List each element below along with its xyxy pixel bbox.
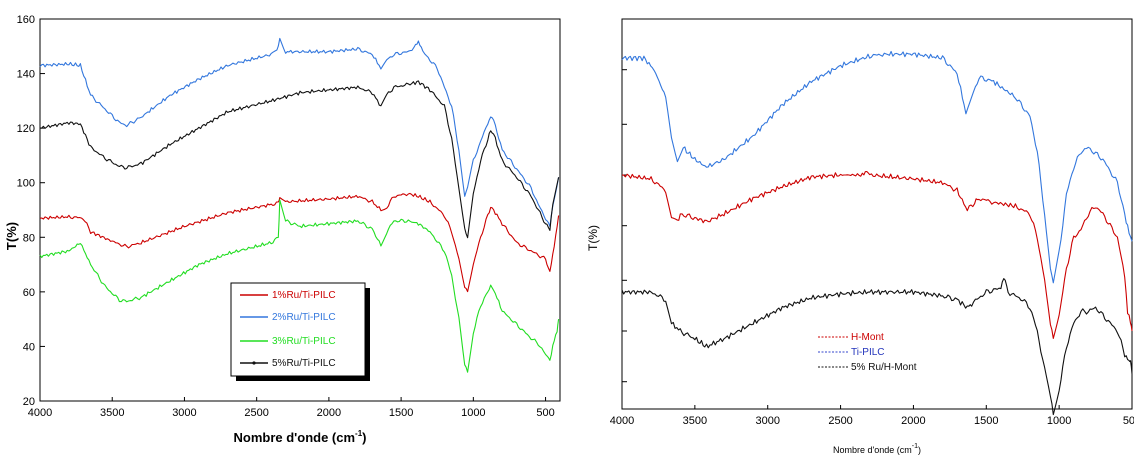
right-x-tick-label: 4000	[610, 415, 634, 427]
left-x-tick-label: 2000	[317, 407, 341, 419]
left-y-tick-label: 140	[17, 69, 35, 81]
left-series-2-line	[39, 37, 560, 227]
left-x-axis-label-close: )	[362, 430, 366, 445]
right-x-tick-label: 500	[1123, 415, 1134, 427]
left-legend-box	[230, 282, 366, 377]
left-plot-frame	[39, 18, 561, 402]
right-x-tick-label: 3000	[755, 415, 779, 427]
left-y-axis-label: T(%)	[4, 222, 19, 250]
left-series-4-line	[40, 80, 560, 239]
right-series-lines	[621, 50, 1133, 416]
left-legend-entry-1: 1%Ru/Ti-PILC	[272, 290, 336, 301]
right-x-axis-label-main: Nombre d'onde (cm	[833, 445, 912, 455]
left-legend: 1%Ru/Ti-PILC 2%Ru/Ti-PILC 3%Ru/Ti-PILC 5…	[230, 282, 370, 381]
left-chart: 4000 3500 3000 2500 2000 1500 1000 500 20 40 60 80 1…	[4, 14, 561, 445]
left-y-tick-label: 60	[23, 287, 35, 299]
left-axis-ticks: 4000 3500 3000 2500 2000 1500 1000 500 20 40 60 80 1…	[17, 14, 555, 419]
left-x-tick-label: 1000	[461, 407, 485, 419]
right-x-tick-label: 2000	[901, 415, 925, 427]
right-legend: H-Mont Ti-PILC 5% Ru/H-Mont	[818, 332, 917, 373]
right-x-tick-label: 3500	[683, 415, 707, 427]
right-series-1-line	[622, 170, 1133, 339]
left-x-axis-label: Nombre d'onde (cm-1)	[233, 429, 366, 445]
right-x-tick-label: 2500	[828, 415, 852, 427]
right-y-axis-label: T(%)	[586, 225, 600, 251]
right-plot-frame	[621, 18, 1133, 410]
left-y-tick-label: 100	[17, 178, 35, 190]
left-series-1-line	[39, 192, 560, 293]
right-x-axis-label: Nombre d'onde (cm-1)	[833, 443, 921, 455]
left-y-tick-label: 40	[23, 341, 35, 353]
right-series-3-line	[621, 278, 1133, 416]
left-y-tick-label: 160	[17, 14, 35, 26]
left-y-tick-label: 120	[17, 123, 35, 135]
left-x-tick-label: 3500	[100, 407, 124, 419]
left-x-axis-label-sup: -1	[355, 429, 363, 438]
left-series-lines	[39, 37, 560, 373]
left-x-tick-label: 500	[536, 407, 554, 419]
left-x-tick-label: 3000	[172, 407, 196, 419]
right-legend-entry-3: 5% Ru/H-Mont	[851, 362, 917, 373]
right-axis-ticks: 4000 3500 3000 2500 2000 1500 1000 500	[610, 18, 1134, 427]
left-legend-entry-2: 2%Ru/Ti-PILC	[272, 312, 336, 323]
right-chart: 4000 3500 3000 2500 2000 1500 1000 500 Nombre d…	[586, 18, 1134, 455]
right-x-axis-label-close: )	[918, 445, 921, 455]
right-x-tick-label: 1000	[1047, 415, 1071, 427]
left-legend-entry-4: 5%Ru/Ti-PILC	[272, 358, 336, 369]
left-series-3-line	[39, 199, 560, 373]
left-legend-marker-4	[252, 361, 256, 365]
right-legend-entry-1: H-Mont	[851, 332, 884, 343]
left-x-axis-label-main: Nombre d'onde (cm	[233, 430, 355, 445]
right-x-axis-label-sup: -1	[912, 443, 918, 450]
left-legend-entry-3: 3%Ru/Ti-PILC	[272, 336, 336, 347]
left-y-tick-label: 80	[23, 232, 35, 244]
right-legend-entry-2: Ti-PILC	[851, 347, 885, 358]
right-series-2-line	[621, 50, 1133, 284]
left-y-tick-label: 20	[23, 396, 35, 408]
left-x-tick-label: 2500	[244, 407, 268, 419]
right-x-tick-label: 1500	[974, 415, 998, 427]
left-x-tick-label: 4000	[28, 407, 52, 419]
left-x-tick-label: 1500	[389, 407, 413, 419]
